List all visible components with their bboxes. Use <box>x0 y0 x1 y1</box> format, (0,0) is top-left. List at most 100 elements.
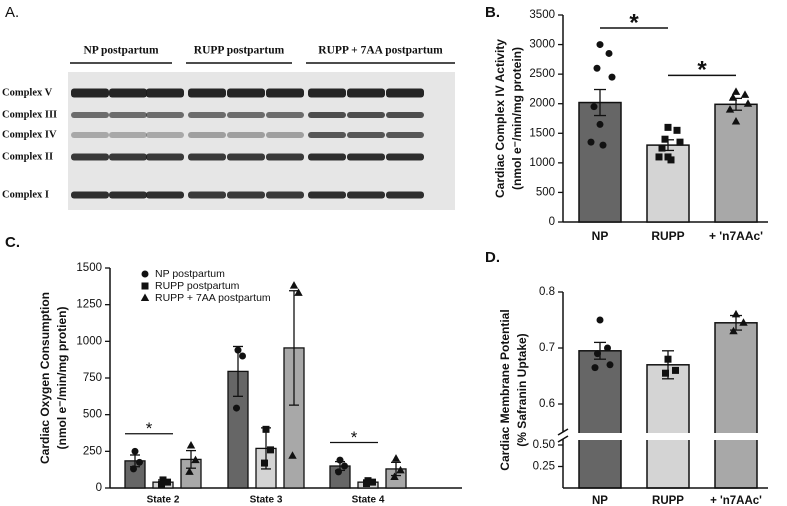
data-point <box>191 455 200 464</box>
band <box>109 112 147 118</box>
significance-label: * <box>697 57 707 84</box>
x-tick-label: State 4 <box>352 495 385 506</box>
band <box>188 112 226 118</box>
data-point <box>233 404 240 412</box>
band <box>227 88 265 98</box>
x-tick-label: + 'n7AAc' <box>710 495 762 506</box>
data-point <box>728 93 738 101</box>
y-tick-label: 2500 <box>529 68 555 80</box>
band <box>146 112 184 118</box>
band <box>109 153 147 161</box>
data-point <box>667 156 675 164</box>
legend-label: NP postpartum <box>155 268 225 280</box>
data-point <box>239 352 246 360</box>
x-tick-label: State 2 <box>147 495 180 506</box>
y-axis-label: (nmol e⁻/min/mg protien) <box>55 306 69 449</box>
data-point <box>662 369 669 377</box>
data-point <box>593 64 601 72</box>
data-point <box>731 309 741 318</box>
panel-label: C. <box>5 234 20 251</box>
data-point <box>130 465 137 473</box>
band <box>347 153 385 161</box>
data-point <box>673 126 681 134</box>
band <box>266 191 304 199</box>
band <box>188 191 226 199</box>
y-tick-label: 0.8 <box>539 286 555 298</box>
y-tick-label: 1000 <box>76 335 102 347</box>
data-point <box>729 326 738 335</box>
data-point <box>596 316 604 324</box>
y-tick-label: 0.50 <box>533 439 555 451</box>
band <box>71 88 109 98</box>
legend-label: RUPP postpartum <box>155 280 240 292</box>
band <box>266 132 304 138</box>
y-tick-label: 2000 <box>529 98 555 110</box>
significance-label: * <box>351 428 358 447</box>
band <box>188 88 226 98</box>
axis-break-mark <box>557 435 569 443</box>
panel-label: B. <box>485 4 500 21</box>
y-axis-label: Cardiac Complex IV Activity <box>493 39 507 198</box>
legend-marker <box>141 270 149 278</box>
data-point <box>267 446 274 454</box>
data-point <box>390 472 399 480</box>
data-point <box>131 447 139 455</box>
band <box>308 112 346 118</box>
band <box>71 191 109 199</box>
band <box>188 153 226 161</box>
band <box>227 153 265 161</box>
data-point <box>136 458 143 466</box>
y-tick-label: 3500 <box>529 9 555 21</box>
data-point <box>335 468 342 476</box>
data-point <box>608 73 616 81</box>
y-tick-label: 500 <box>536 186 555 198</box>
group-label: RUPP + 7AA postpartum <box>318 45 443 57</box>
data-point <box>743 99 753 107</box>
band-label: Complex V <box>2 87 53 98</box>
axis-break-gap <box>551 433 768 440</box>
band-label: Complex III <box>2 109 57 120</box>
x-tick-label: State 3 <box>250 495 283 506</box>
data-point <box>594 350 601 358</box>
band <box>308 88 346 98</box>
panel-label: D. <box>485 249 500 266</box>
data-point <box>605 49 613 57</box>
axis-break-mark <box>557 428 569 436</box>
y-tick-label: 3000 <box>529 39 555 51</box>
y-tick-label: 250 <box>83 445 102 457</box>
legend-marker <box>140 293 150 301</box>
x-tick-label: NP <box>592 495 608 506</box>
data-point <box>186 440 196 449</box>
data-point <box>672 366 679 374</box>
band <box>386 191 424 199</box>
band <box>347 132 385 138</box>
data-point <box>664 123 672 131</box>
data-point <box>740 90 750 98</box>
y-tick-label: 0 <box>549 216 555 228</box>
band <box>308 132 346 138</box>
data-point <box>369 478 376 486</box>
data-point <box>655 153 663 161</box>
band <box>109 191 147 199</box>
band <box>347 112 385 118</box>
y-tick-label: 1250 <box>76 299 102 311</box>
y-tick-label: 0 <box>96 482 102 494</box>
data-point <box>159 476 167 484</box>
band <box>146 191 184 199</box>
group-label: RUPP postpartum <box>194 45 285 57</box>
data-point <box>587 138 595 146</box>
y-tick-label: 1500 <box>76 262 102 274</box>
x-tick-label: NP <box>592 229 609 243</box>
band <box>71 153 109 161</box>
data-point <box>599 141 607 149</box>
legend-marker <box>141 282 149 290</box>
data-point <box>289 281 299 289</box>
bar <box>578 350 622 489</box>
data-point <box>739 318 748 326</box>
x-tick-label: RUPP <box>651 229 684 243</box>
band <box>71 112 109 118</box>
data-point <box>676 138 684 146</box>
panel-label: A. <box>5 4 19 21</box>
data-point <box>731 87 741 95</box>
